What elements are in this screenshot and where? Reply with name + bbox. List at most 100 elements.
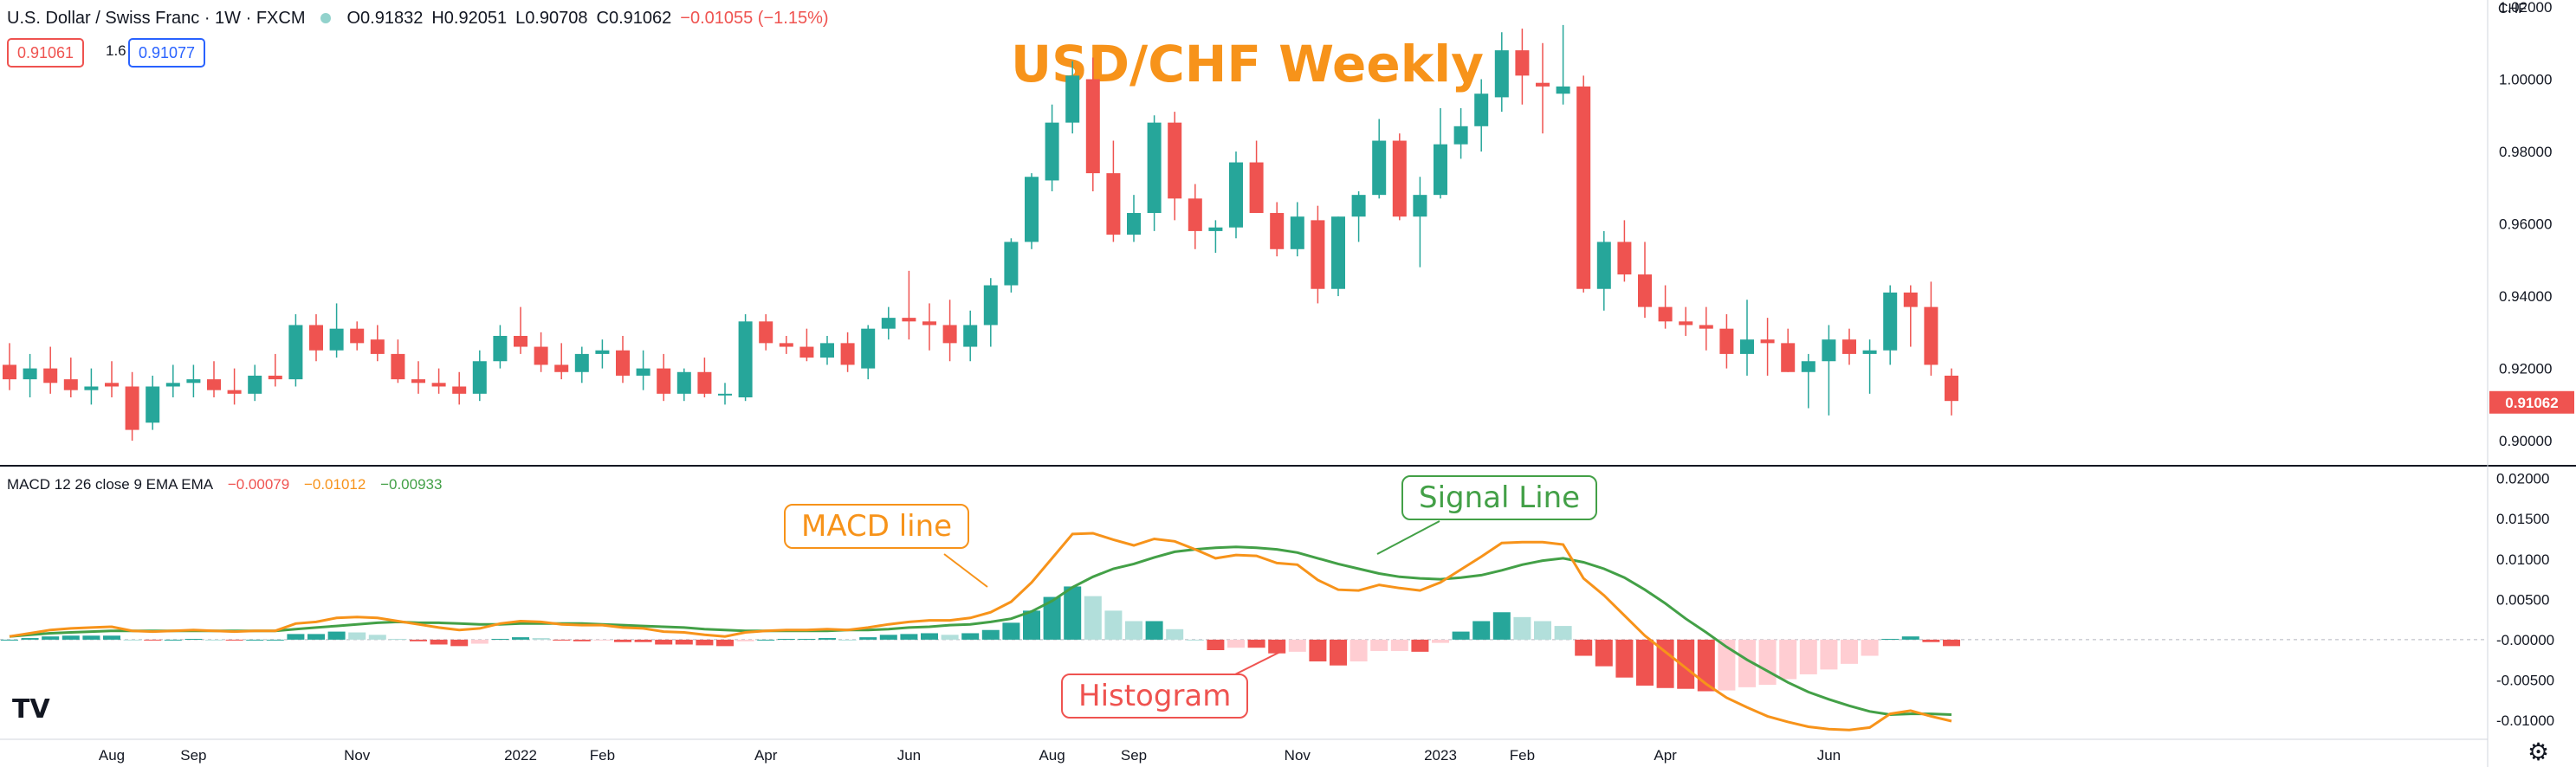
candle (1556, 24, 1570, 105)
candle (3, 343, 16, 390)
candle-body (738, 321, 753, 398)
candle (1719, 313, 1734, 369)
tradingview-logo[interactable]: 𝗧𝗩 (12, 695, 50, 724)
candle (1392, 133, 1407, 221)
candle-body (1740, 339, 1754, 354)
histogram-bar (675, 639, 693, 645)
symbol-legend: U.S. Dollar / Swiss Franc · 1W · FXCM O0… (7, 5, 829, 31)
histogram-bar (1064, 586, 1082, 640)
candle (23, 353, 37, 398)
price-tick-label: 0.92000 (2499, 361, 2552, 377)
settings-gear-icon[interactable]: ⚙ (2527, 738, 2550, 765)
candle (1781, 328, 1796, 372)
histogram-bar (981, 629, 1000, 640)
candle (431, 368, 446, 394)
histogram-bar (1943, 639, 1960, 647)
candle (983, 278, 998, 347)
histogram-bar (389, 638, 407, 640)
histogram-bar (798, 638, 816, 640)
candle-body (350, 328, 365, 344)
candle-body (452, 386, 467, 394)
candle-body (1331, 216, 1345, 289)
candle-body (1945, 375, 1958, 402)
candle-body (1719, 328, 1734, 354)
histogram-bar (144, 639, 162, 641)
histogram-bar (1166, 628, 1184, 640)
histogram-bar (1023, 610, 1040, 640)
histogram-bar (1697, 639, 1715, 692)
candle (391, 339, 405, 384)
histogram-bar (777, 638, 795, 640)
candle-body (1004, 242, 1019, 286)
candle-body (1924, 306, 1938, 365)
histogram-bar (961, 633, 980, 640)
symbol-name[interactable]: U.S. Dollar / Swiss Franc · 1W · FXCM (7, 8, 306, 28)
candle (370, 325, 385, 362)
candle-body (902, 318, 916, 322)
histogram-bar (1922, 639, 1940, 642)
histogram-bar (859, 637, 877, 640)
candle-body (1658, 306, 1673, 322)
candle (840, 332, 855, 372)
candle (1638, 242, 1652, 319)
macd-line-value: −0.01012 (303, 476, 366, 493)
histogram-bar (1758, 639, 1777, 686)
candle (84, 368, 99, 405)
candle-body (1208, 227, 1223, 231)
candle-body (574, 353, 589, 372)
histogram-bar (1841, 639, 1858, 664)
histogram-bar (123, 639, 141, 641)
candle-body (1556, 86, 1570, 94)
time-tick-label: Apr (754, 747, 778, 764)
candle (820, 336, 834, 365)
candle-body (1801, 361, 1815, 372)
candle-body (105, 383, 119, 387)
candle (1494, 32, 1509, 113)
time-tick-label: Nov (1285, 747, 1311, 764)
candle (1862, 339, 1877, 394)
candle (779, 336, 793, 354)
candle (1004, 238, 1019, 293)
macd-indicator-name[interactable]: MACD 12 26 close 9 EMA EMA (7, 476, 214, 493)
market-status-icon (320, 13, 332, 23)
candle (43, 346, 58, 394)
histogram-bar (819, 638, 836, 640)
histogram-bar (1575, 639, 1593, 656)
histogram-bar (430, 639, 448, 645)
candle-body (1065, 75, 1080, 123)
histogram-bar (1125, 621, 1142, 640)
candle (554, 343, 569, 380)
buy-button[interactable]: 0.91077 (128, 38, 206, 68)
sell-button[interactable]: 0.91061 (7, 38, 85, 68)
candle-body (248, 375, 262, 394)
histogram-bar (1718, 639, 1736, 691)
candle-body (657, 368, 671, 394)
candle-body (1351, 195, 1366, 217)
macd-callout-pointer (943, 553, 988, 588)
candle-body (1474, 93, 1489, 126)
candle-body (472, 361, 487, 394)
histogram-bar (225, 639, 243, 641)
histogram-bar (1901, 636, 1919, 640)
currency-label[interactable]: CHF (2498, 2, 2527, 16)
candle-body (1413, 195, 1427, 217)
candle-body (861, 328, 876, 369)
histogram-bar (103, 635, 120, 640)
candle (1903, 285, 1918, 347)
candle (186, 364, 201, 398)
candle-body (309, 325, 323, 351)
candle-body (820, 343, 834, 358)
candle-body (165, 383, 180, 387)
candle-body (268, 375, 282, 380)
candle-body (922, 321, 936, 325)
candle-body (1127, 213, 1141, 235)
candle (63, 358, 78, 398)
candle (1822, 325, 1836, 416)
histogram-bar (655, 639, 673, 645)
time-tick-label: Aug (1039, 747, 1065, 764)
candle (574, 346, 589, 384)
candle-body (881, 318, 896, 329)
candle-body (43, 368, 58, 384)
candle-body (411, 379, 425, 384)
